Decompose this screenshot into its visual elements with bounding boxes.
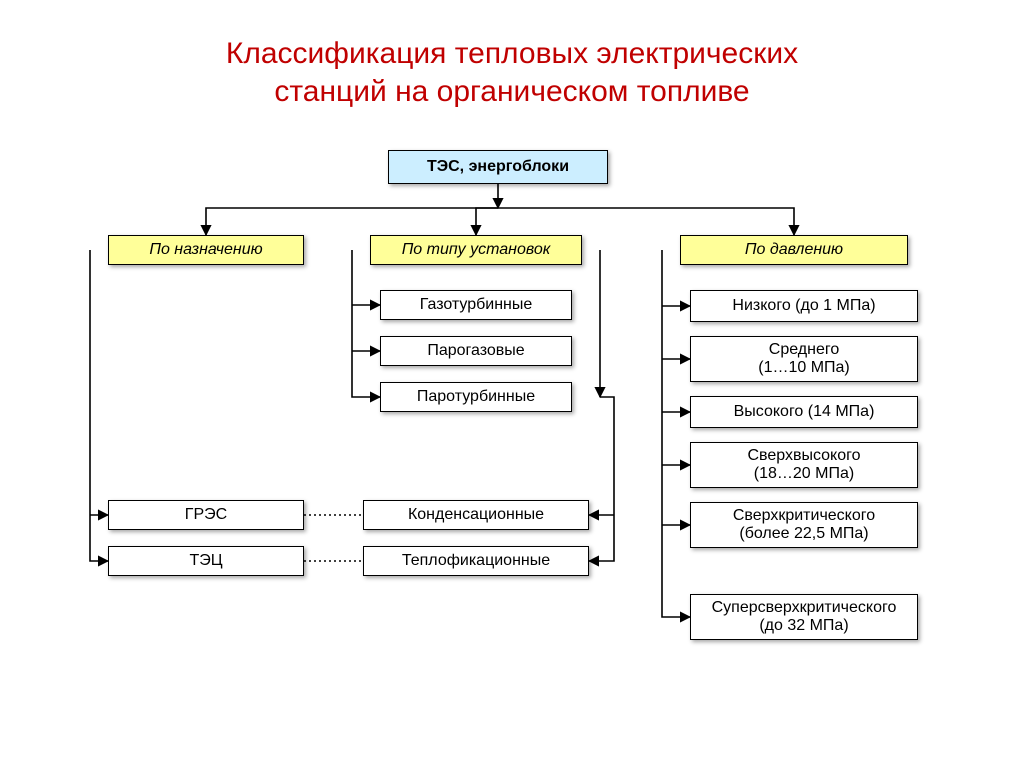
node-c3d: Сверхвысокого(18…20 МПа) [690,442,918,488]
node-c1a: ГРЭС [108,500,304,530]
node-c3c: Высокого (14 МПа) [690,396,918,428]
node-c2d: Конденсационные [363,500,589,530]
title-line1: Классификация тепловых электрических [226,37,798,70]
node-c3a: Низкого (до 1 МПа) [690,290,918,322]
node-cat2: По типу установок [370,235,582,265]
node-c1b: ТЭЦ [108,546,304,576]
page-title: Классификация тепловых электрических ста… [0,0,1024,110]
node-c3f: Суперсверхкритического(до 32 МПа) [690,594,918,640]
node-c2b: Парогазовые [380,336,572,366]
node-c3e: Сверхкритического(более 22,5 МПа) [690,502,918,548]
node-root: ТЭС, энергоблоки [388,150,608,184]
title-line2: станций на органическом топливе [274,75,749,108]
node-c2c: Паротурбинные [380,382,572,412]
node-cat1: По назначению [108,235,304,265]
node-c2a: Газотурбинные [380,290,572,320]
node-cat3: По давлению [680,235,908,265]
node-c3b: Среднего(1…10 МПа) [690,336,918,382]
node-c2e: Теплофикационные [363,546,589,576]
